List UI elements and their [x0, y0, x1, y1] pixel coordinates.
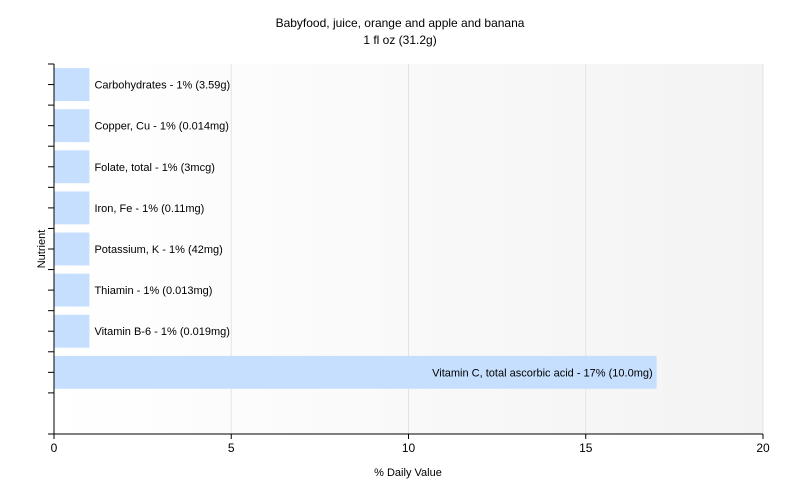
bar-label: Folate, total - 1% (3mcg)	[94, 162, 214, 174]
bar	[54, 273, 90, 307]
bar	[54, 355, 657, 389]
x-tick-label: 0	[51, 441, 58, 455]
bar-label: Potassium, K - 1% (42mg)	[94, 244, 222, 256]
x-axis-title: % Daily Value	[374, 467, 442, 479]
bar-label: Thiamin - 1% (0.013mg)	[94, 285, 212, 297]
x-tick-label: 15	[579, 441, 593, 455]
bar-label: Iron, Fe - 1% (0.11mg)	[94, 203, 204, 215]
bar	[54, 109, 90, 143]
chart-title: Babyfood, juice, orange and apple and ba…	[276, 16, 525, 30]
bar	[54, 232, 90, 266]
x-tick-label: 20	[756, 441, 770, 455]
bar	[54, 314, 90, 348]
chart-subtitle: 1 fl oz (31.2g)	[363, 33, 436, 47]
bar-label: Vitamin C, total ascorbic acid - 17% (10…	[432, 367, 653, 379]
x-tick-label: 10	[402, 441, 416, 455]
bar	[54, 150, 90, 184]
bar-label: Vitamin B-6 - 1% (0.019mg)	[94, 326, 230, 338]
bar-label: Copper, Cu - 1% (0.014mg)	[94, 121, 229, 133]
bars: Carbohydrates - 1% (3.59g) Copper, Cu - 1…	[54, 68, 657, 389]
x-tick-label: 5	[228, 441, 235, 455]
bar	[54, 68, 90, 101]
y-axis-title: Nutrient	[36, 230, 48, 269]
bar	[54, 191, 90, 225]
bar-label: Carbohydrates - 1% (3.59g)	[94, 80, 230, 92]
axes: 0 5 10 15 20	[48, 63, 770, 455]
